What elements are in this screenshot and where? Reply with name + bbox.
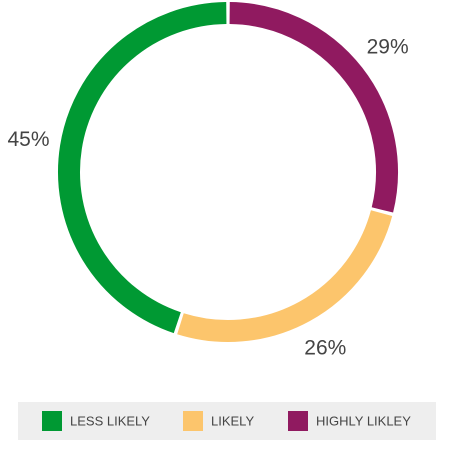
- legend-label: LESS LIKELY: [70, 413, 150, 428]
- donut-segment: [177, 210, 393, 342]
- donut-segment: [58, 2, 227, 334]
- legend-box: [18, 402, 436, 440]
- legend-swatch: [288, 411, 308, 431]
- value-label: 29%: [367, 36, 409, 59]
- value-label: 26%: [304, 337, 346, 360]
- legend-swatch: [183, 411, 203, 431]
- legend-label: LIKELY: [211, 413, 254, 428]
- legend-swatch: [42, 411, 62, 431]
- value-label: 45%: [7, 128, 49, 151]
- donut-segment: [229, 2, 398, 213]
- legend-label: HIGHLY LIKLEY: [316, 413, 411, 428]
